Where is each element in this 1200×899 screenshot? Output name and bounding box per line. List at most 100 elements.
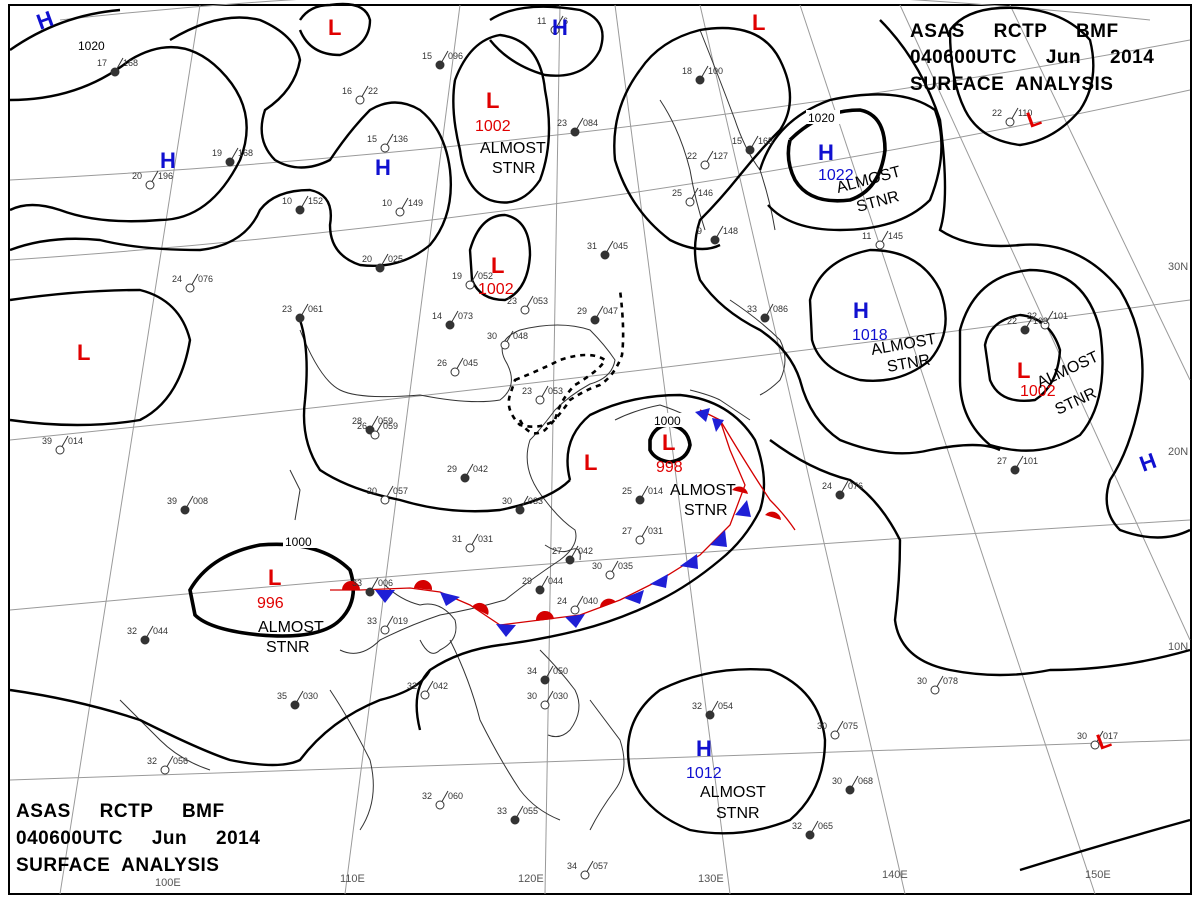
station-plot: 32 060 bbox=[422, 790, 463, 810]
station-pressure: 055 bbox=[523, 806, 538, 816]
station-temperature: 14 bbox=[432, 311, 442, 321]
station-temperature: 19 bbox=[452, 271, 462, 281]
troughs bbox=[507, 289, 625, 435]
station-plot: 23 084 bbox=[557, 117, 598, 137]
station-pressure: 031 bbox=[478, 534, 493, 544]
station-circle-icon bbox=[185, 283, 195, 293]
station-circle-icon bbox=[520, 305, 530, 315]
station-plot: 23 061 bbox=[282, 303, 323, 323]
station-circle-icon bbox=[875, 240, 885, 250]
station-plot: 24 076 bbox=[822, 480, 863, 500]
station-plot: 34 057 bbox=[567, 860, 608, 880]
header-time-line: 040600UTC Jun 2014 bbox=[16, 828, 260, 849]
station-circle-icon bbox=[365, 587, 375, 597]
station-temperature: 23 bbox=[522, 386, 532, 396]
station-plot: 32 044 bbox=[127, 625, 168, 645]
lat-label-30n: 30N bbox=[1168, 261, 1188, 273]
station-temperature: 23 bbox=[282, 304, 292, 314]
station-circle-icon bbox=[1090, 740, 1100, 750]
isobar-label-1000: 1000 bbox=[654, 414, 681, 428]
station-circle-icon bbox=[465, 543, 475, 553]
lon-label-140e: 140E bbox=[882, 869, 908, 881]
station-temperature: 20 bbox=[132, 171, 142, 181]
station-plot: 25 014 bbox=[622, 485, 663, 505]
station-pressure: 031 bbox=[648, 526, 663, 536]
station-circle-icon bbox=[55, 445, 65, 455]
station-temperature: 11 bbox=[862, 231, 871, 241]
station-pressure: 065 bbox=[818, 821, 833, 831]
station-pressure: 017 bbox=[1103, 731, 1118, 741]
station-temperature: 10 bbox=[382, 198, 392, 208]
station-plot: 32 054 bbox=[692, 700, 733, 720]
station-temperature: 30 bbox=[1077, 731, 1087, 741]
station-pressure: 152 bbox=[308, 196, 323, 206]
station-circle-icon bbox=[380, 143, 390, 153]
map-frame bbox=[8, 4, 1192, 895]
station-plot: 22 127 bbox=[687, 150, 728, 170]
station-plot: 17 168 bbox=[97, 57, 138, 77]
station-circle-icon bbox=[600, 250, 610, 260]
station-circle-icon bbox=[635, 495, 645, 505]
motion-label: ALMOST bbox=[670, 482, 736, 499]
isobar-labels: 1020 1020 1000 1000 bbox=[76, 38, 840, 549]
station-pressure: 084 bbox=[583, 118, 598, 128]
station-pressure: 061 bbox=[308, 304, 323, 314]
station-circle-icon bbox=[140, 635, 150, 645]
header-top-right: ASAS RCTP BMF 040600UTC Jun 2014 SURFACE… bbox=[910, 21, 1154, 95]
high-center-marker: H bbox=[696, 736, 712, 761]
station-plot: 10 149 bbox=[382, 197, 423, 217]
lon-label-130e: 130E bbox=[698, 873, 724, 885]
station-circle-icon bbox=[570, 605, 580, 615]
station-circle-icon bbox=[460, 473, 470, 483]
station-temperature: 32 bbox=[422, 791, 432, 801]
station-temperature: 30 bbox=[502, 496, 512, 506]
header-product-line: ASAS RCTP BMF bbox=[910, 21, 1119, 42]
motion-label: ALMOST bbox=[480, 140, 546, 157]
station-temperature: 34 bbox=[527, 666, 537, 676]
station-pressure: 068 bbox=[858, 776, 873, 786]
station-pressure: 030 bbox=[553, 691, 568, 701]
lat-label-20n: 20N bbox=[1168, 446, 1188, 458]
station-pressure: 053 bbox=[548, 386, 563, 396]
low-center-marker: L bbox=[268, 565, 281, 590]
station-circle-icon bbox=[465, 280, 475, 290]
station-pressure: 056 bbox=[173, 756, 188, 766]
station-circle-icon bbox=[830, 730, 840, 740]
station-pressure: 045 bbox=[463, 358, 478, 368]
station-temperature: 16 bbox=[342, 86, 352, 96]
station-plot: 33 086 bbox=[747, 303, 788, 323]
station-plot: 18 100 bbox=[682, 65, 723, 85]
station-circle-icon bbox=[420, 690, 430, 700]
station-temperature: 29 bbox=[577, 306, 587, 316]
station-pressure: 045 bbox=[613, 241, 628, 251]
station-temperature: 24 bbox=[557, 596, 567, 606]
station-temperature: 39 bbox=[167, 496, 177, 506]
station-plot: 31 031 bbox=[452, 533, 493, 553]
station-circle-icon bbox=[370, 430, 380, 440]
station-temperature: 24 bbox=[172, 274, 182, 284]
station-plot: 20 196 bbox=[132, 170, 173, 190]
station-plot: 22 101 bbox=[1027, 310, 1068, 330]
station-temperature: 30 bbox=[487, 331, 497, 341]
station-plot: 22 110 bbox=[992, 107, 1032, 127]
station-temperature: 26 bbox=[357, 421, 367, 431]
station-pressure: 101 bbox=[1053, 311, 1068, 321]
station-pressure: 086 bbox=[773, 304, 788, 314]
header-product-line: ASAS RCTP BMF bbox=[16, 801, 225, 822]
motion-label: STNR bbox=[492, 160, 536, 177]
station-temperature: 34 bbox=[567, 861, 577, 871]
low-pressure-value: 996 bbox=[257, 595, 284, 612]
station-plot: 30 033 bbox=[502, 495, 543, 515]
station-plot: 29 042 bbox=[447, 463, 488, 483]
station-temperature: 23 bbox=[557, 118, 567, 128]
station-plot: 27 031 bbox=[622, 525, 663, 545]
station-plot: 19 168 bbox=[212, 147, 253, 167]
station-pressure: 054 bbox=[718, 701, 733, 711]
station-plot: 34 050 bbox=[527, 665, 568, 685]
station-plot: 31 045 bbox=[587, 240, 628, 260]
station-temperature: 32 bbox=[792, 821, 802, 831]
station-plot: 10 152 bbox=[282, 195, 323, 215]
station-temperature: 32 bbox=[407, 681, 417, 691]
isobar-label-1020: 1020 bbox=[78, 39, 105, 53]
